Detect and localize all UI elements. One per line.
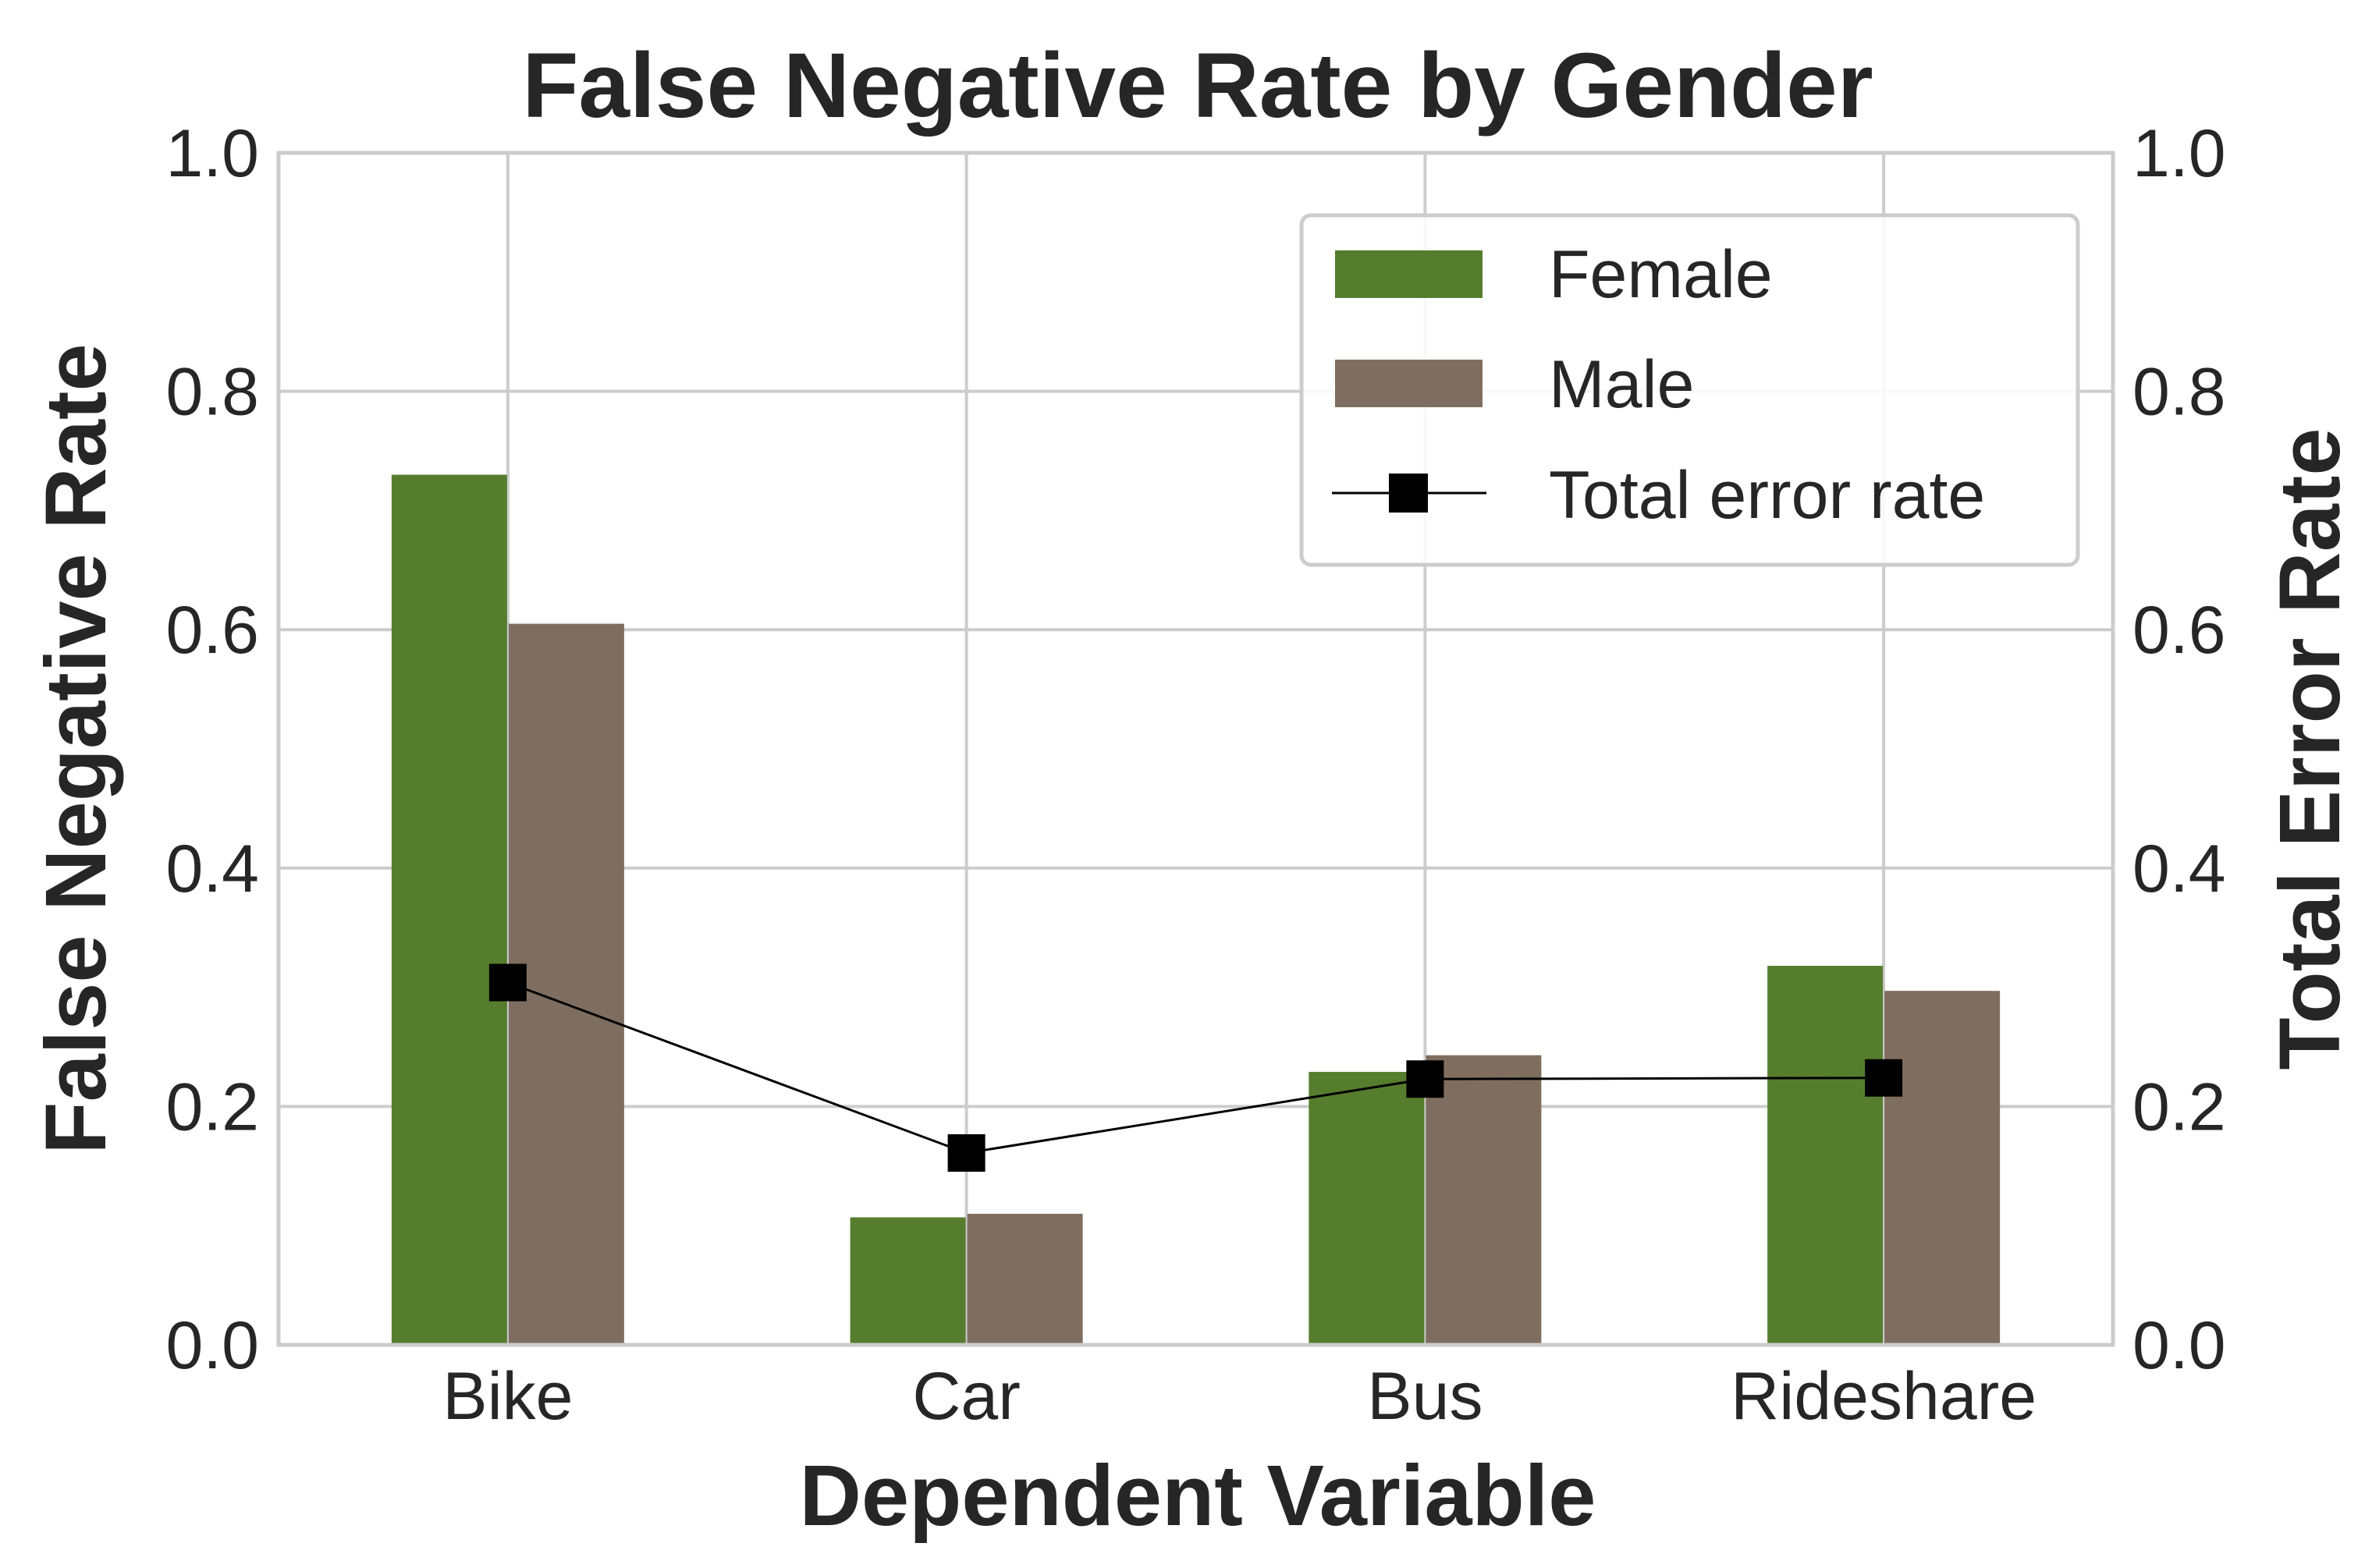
bar-female-car — [850, 1217, 966, 1345]
y-tick-label-right: 1.0 — [2132, 116, 2226, 191]
y-axis-label-left: False Negative Rate — [28, 343, 124, 1154]
y-tick-label-left: 0.8 — [165, 355, 259, 430]
legend-label-male: Male — [1549, 347, 1694, 422]
legend-marker-total-error — [1389, 474, 1428, 513]
total-error-marker-bus — [1406, 1060, 1444, 1098]
y-tick-label-right: 0.6 — [2132, 593, 2226, 668]
y-tick-label-left: 1.0 — [165, 116, 259, 191]
total-error-line — [507, 981, 1884, 1155]
y-tick-label-left: 0.4 — [165, 832, 259, 906]
x-tick-label: Bike — [442, 1359, 573, 1434]
y-tick-label-right: 0.0 — [2132, 1308, 2226, 1383]
legend-label-total-error: Total error rate — [1549, 458, 1985, 533]
plot-frame — [276, 151, 2115, 1347]
legend-swatch-male — [1335, 360, 1483, 407]
total-error-line-series — [488, 963, 1903, 1172]
total-error-marker-bike — [488, 963, 527, 1002]
y-axis-label-right: Total Error Rate — [2262, 427, 2358, 1070]
legend-swatch-female — [1335, 250, 1483, 298]
legend: Female Male Total error rate — [1299, 213, 2080, 567]
chart-title: False Negative Rate by Gender — [522, 34, 1873, 137]
bar-female-rideshare — [1767, 966, 1884, 1345]
bars — [391, 474, 2001, 1345]
y-tick-label-right: 0.2 — [2132, 1070, 2226, 1144]
bar-male-bus — [1426, 1055, 1542, 1345]
x-tick-label: Car — [912, 1359, 1021, 1434]
bar-female-bike — [391, 474, 507, 1345]
legend-box — [1299, 213, 2080, 567]
bar-male-bike — [508, 623, 624, 1345]
y-tick-label-left: 0.2 — [165, 1070, 259, 1144]
ticks: 0.0 0.0 0.2 0.2 0.4 0.4 0.6 0.6 0.8 0.8 1.0 1.0 Bike… — [165, 116, 2225, 1434]
y-tick-label-left: 0.0 — [165, 1308, 259, 1383]
y-tick-label-left: 0.6 — [165, 593, 259, 668]
x-tick-label: Rideshare — [1731, 1359, 2037, 1434]
total-error-marker-car — [947, 1133, 985, 1172]
bar-male-car — [967, 1213, 1083, 1345]
total-error-marker-rideshare — [1865, 1059, 1903, 1097]
bar-female-bus — [1309, 1072, 1425, 1345]
legend-label-female: Female — [1549, 237, 1773, 312]
y-tick-label-right: 0.4 — [2132, 832, 2226, 906]
bar-male-rideshare — [1884, 991, 2001, 1345]
y-tick-label-right: 0.8 — [2132, 355, 2226, 430]
x-tick-label: Bus — [1367, 1359, 1483, 1434]
x-axis-label: Dependent Variable — [800, 1448, 1596, 1544]
